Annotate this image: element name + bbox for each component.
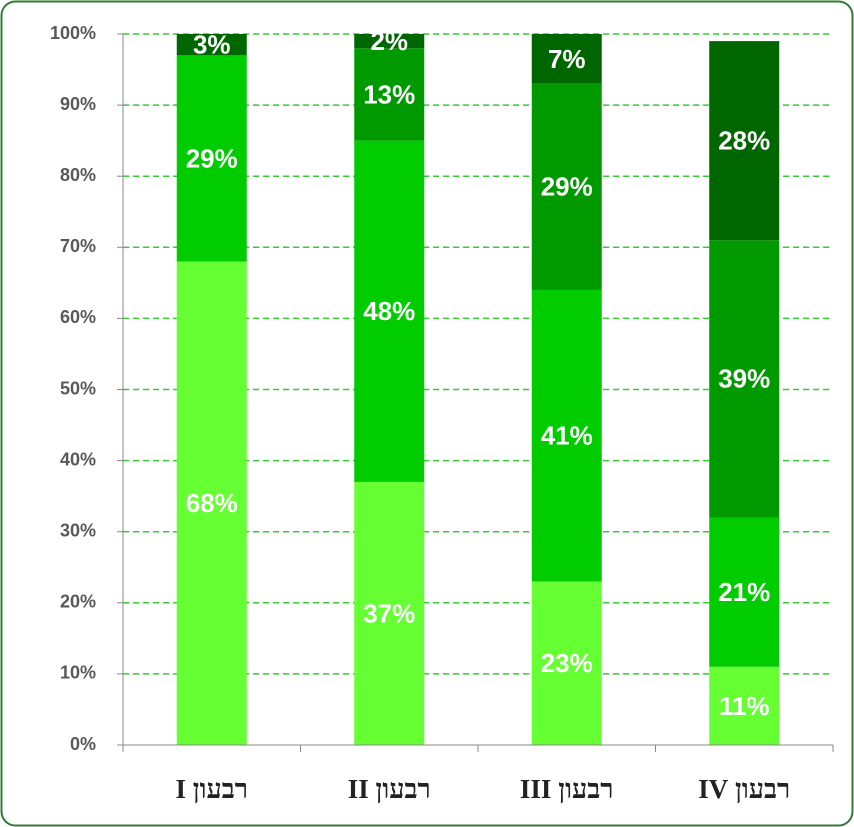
- data-label: 2%: [370, 26, 408, 56]
- bar-segment: [354, 481, 425, 745]
- bar-segment: [709, 517, 780, 667]
- x-tick-label: רבעון I: [175, 774, 248, 804]
- y-tick-label: 20%: [60, 592, 96, 612]
- bar-segment: [176, 261, 247, 745]
- data-label: 28%: [718, 126, 770, 156]
- data-label: 48%: [363, 296, 415, 326]
- y-tick-label: 10%: [60, 663, 96, 683]
- data-label: 13%: [363, 79, 415, 109]
- y-tick-label: 0%: [70, 734, 96, 754]
- x-tick-label: רבעון III: [520, 774, 614, 804]
- bar-segment: [709, 240, 780, 518]
- x-tick-label: רבעון II: [348, 774, 431, 804]
- bar-segment: [176, 34, 247, 56]
- data-label: 21%: [718, 577, 770, 607]
- y-tick-label: 60%: [60, 307, 96, 327]
- bar-segment: [354, 34, 425, 49]
- data-label: 39%: [718, 364, 770, 394]
- data-label: 7%: [548, 44, 586, 74]
- data-label: 11%: [719, 691, 770, 721]
- data-label: 68%: [186, 488, 238, 518]
- bar-segment: [354, 140, 425, 482]
- y-tick-label: 50%: [60, 378, 96, 398]
- data-label: 3%: [193, 30, 231, 60]
- data-label: 37%: [363, 598, 415, 628]
- bar-segment: [531, 289, 602, 582]
- y-tick-label: 80%: [60, 165, 96, 185]
- bar-segment: [531, 34, 602, 84]
- bar-segment: [709, 41, 780, 241]
- y-tick-label: 100%: [50, 23, 96, 43]
- bar-segment: [354, 48, 425, 141]
- bar-segment: [531, 83, 602, 290]
- bar-segment: [531, 581, 602, 745]
- data-label: 41%: [541, 421, 593, 451]
- data-label: 29%: [186, 143, 238, 173]
- bar-segment: [709, 666, 780, 745]
- data-label: 29%: [541, 172, 593, 202]
- y-tick-label: 40%: [60, 449, 96, 469]
- bar-segment: [176, 55, 247, 262]
- y-tick-label: 30%: [60, 520, 96, 540]
- data-label: 23%: [541, 648, 593, 678]
- y-tick-label: 70%: [60, 236, 96, 256]
- y-tick-label: 90%: [60, 94, 96, 114]
- x-tick-label: רבעון IV: [698, 774, 790, 804]
